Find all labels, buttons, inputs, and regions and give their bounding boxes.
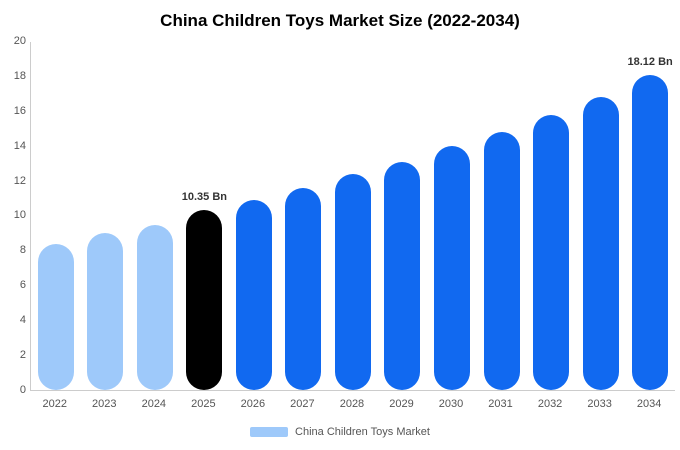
bar-column xyxy=(477,42,527,390)
bar xyxy=(582,96,619,390)
bar xyxy=(87,233,124,390)
x-tick-label: 2034 xyxy=(636,398,662,410)
bar-column xyxy=(526,42,576,390)
bar-column xyxy=(229,42,279,390)
x-tick-label: 2029 xyxy=(389,398,414,410)
bar-column xyxy=(427,42,477,390)
x-tick-label: 2024 xyxy=(141,398,167,410)
bar xyxy=(483,131,520,390)
x-tick-label: 2028 xyxy=(339,398,365,410)
y-tick-label: 8 xyxy=(19,244,26,257)
y-axis: 20 18 16 14 12 10 8 6 4 2 0 xyxy=(0,36,26,396)
bar xyxy=(285,188,322,390)
y-tick-label: 4 xyxy=(19,314,26,327)
bar-value-annotation: 10.35 Bn xyxy=(181,190,227,203)
y-tick-label: 2 xyxy=(19,349,26,362)
y-tick-label: 12 xyxy=(13,174,26,187)
bar xyxy=(136,224,173,390)
legend-swatch xyxy=(250,427,289,437)
y-tick-label: 0 xyxy=(19,383,26,396)
x-tick-label: 2022 xyxy=(42,398,67,410)
bar-column xyxy=(130,42,180,390)
x-tick-label: 2026 xyxy=(240,398,266,410)
bar-column xyxy=(279,42,329,390)
legend-label: China Children Toys Market xyxy=(295,426,430,438)
bar-column: 18.12 Bn xyxy=(625,42,675,390)
bar-column xyxy=(81,42,131,390)
bar xyxy=(434,146,471,390)
bar-column: 10.35 Bn xyxy=(180,42,230,390)
x-tick-label: 2031 xyxy=(488,398,513,410)
x-tick-label: 2027 xyxy=(290,398,315,410)
x-tick-label: 2032 xyxy=(537,398,563,410)
y-tick-label: 6 xyxy=(19,279,26,292)
bar-column xyxy=(328,42,378,390)
bar xyxy=(235,200,272,390)
plot-area: 10.35 Bn 18.12 Bn xyxy=(30,42,675,391)
legend: China Children Toys Market xyxy=(0,426,680,438)
x-tick-label: 2025 xyxy=(191,398,216,410)
bar xyxy=(533,115,570,390)
x-tick-label: 2030 xyxy=(438,398,464,410)
bar xyxy=(186,209,223,390)
bar xyxy=(632,74,669,390)
bar-column xyxy=(378,42,428,390)
bar xyxy=(384,162,421,390)
y-tick-label: 18 xyxy=(13,69,26,82)
bar-column xyxy=(31,42,81,390)
bar-column xyxy=(576,42,626,390)
y-tick-label: 14 xyxy=(13,139,26,152)
y-tick-label: 20 xyxy=(13,35,26,47)
y-tick-label: 10 xyxy=(13,209,26,222)
x-axis: 2022 2023 2024 2025 2026 2027 2028 2029 2030 2031… xyxy=(30,398,674,410)
bar xyxy=(37,243,74,390)
chart-title: China Children Toys Market Size (2022-20… xyxy=(160,11,520,30)
x-tick-label: 2023 xyxy=(92,398,117,410)
x-tick-label: 2033 xyxy=(587,398,612,410)
bar xyxy=(334,174,371,390)
y-tick-label: 16 xyxy=(13,104,26,117)
bar-value-annotation: 18.12 Bn xyxy=(627,55,673,68)
